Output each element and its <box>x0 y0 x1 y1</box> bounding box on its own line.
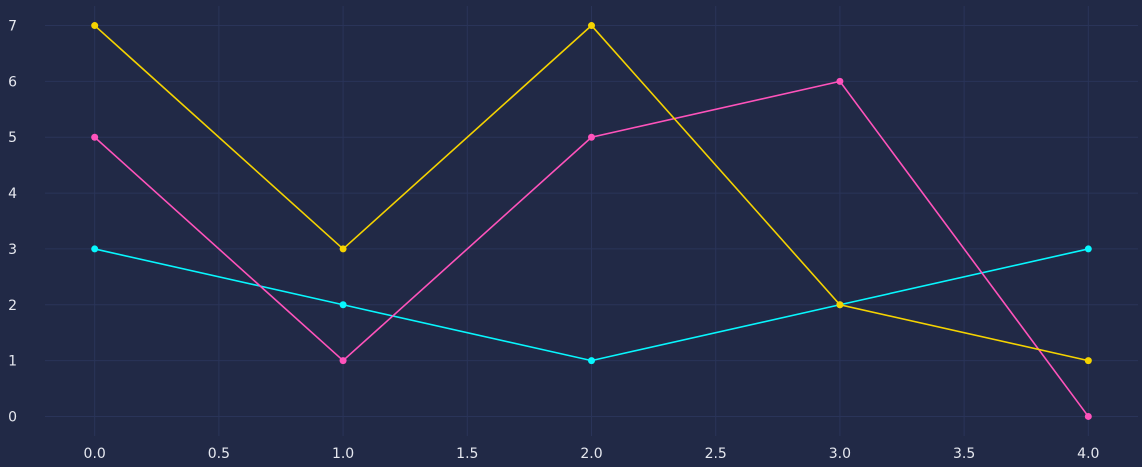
data-point <box>91 22 99 30</box>
x-tick-label: 3.5 <box>953 446 975 462</box>
data-point <box>339 301 347 309</box>
data-point <box>339 357 347 365</box>
y-tick-label: 3 <box>8 242 17 258</box>
data-point <box>1084 245 1092 253</box>
data-point <box>836 77 844 85</box>
y-tick-label: 1 <box>8 354 17 370</box>
data-point <box>91 133 99 141</box>
x-tick-label: 0.0 <box>84 446 106 462</box>
grid <box>45 6 1138 436</box>
data-point <box>339 245 347 253</box>
y-tick-label: 2 <box>8 298 17 314</box>
x-tick-label: 0.5 <box>208 446 230 462</box>
series-3 <box>91 22 1092 365</box>
x-tick-label: 3.0 <box>829 446 851 462</box>
data-point <box>1084 357 1092 365</box>
data-point <box>91 245 99 253</box>
y-tick-label: 4 <box>8 186 17 202</box>
x-tick-label: 4.0 <box>1077 446 1099 462</box>
data-point <box>1084 412 1092 420</box>
data-point <box>588 22 595 30</box>
y-tick-label: 6 <box>8 74 17 90</box>
data-point <box>588 357 595 365</box>
y-tick-label: 7 <box>8 19 17 35</box>
y-axis-ticks: 0 1 2 3 4 5 6 7 <box>8 19 17 426</box>
x-tick-label: 1.5 <box>456 446 478 462</box>
data-point <box>588 133 595 141</box>
series-2 <box>91 77 1092 420</box>
x-tick-label: 2.0 <box>580 446 602 462</box>
x-tick-label: 2.5 <box>705 446 727 462</box>
series-lines <box>91 22 1092 420</box>
y-tick-label: 0 <box>8 409 17 425</box>
x-tick-label: 1.0 <box>332 446 354 462</box>
data-point <box>836 301 844 309</box>
x-axis-ticks: 0.0 0.5 1.0 1.5 2.0 2.5 3.0 3.5 4.0 <box>84 446 1100 462</box>
y-tick-label: 5 <box>8 130 17 146</box>
